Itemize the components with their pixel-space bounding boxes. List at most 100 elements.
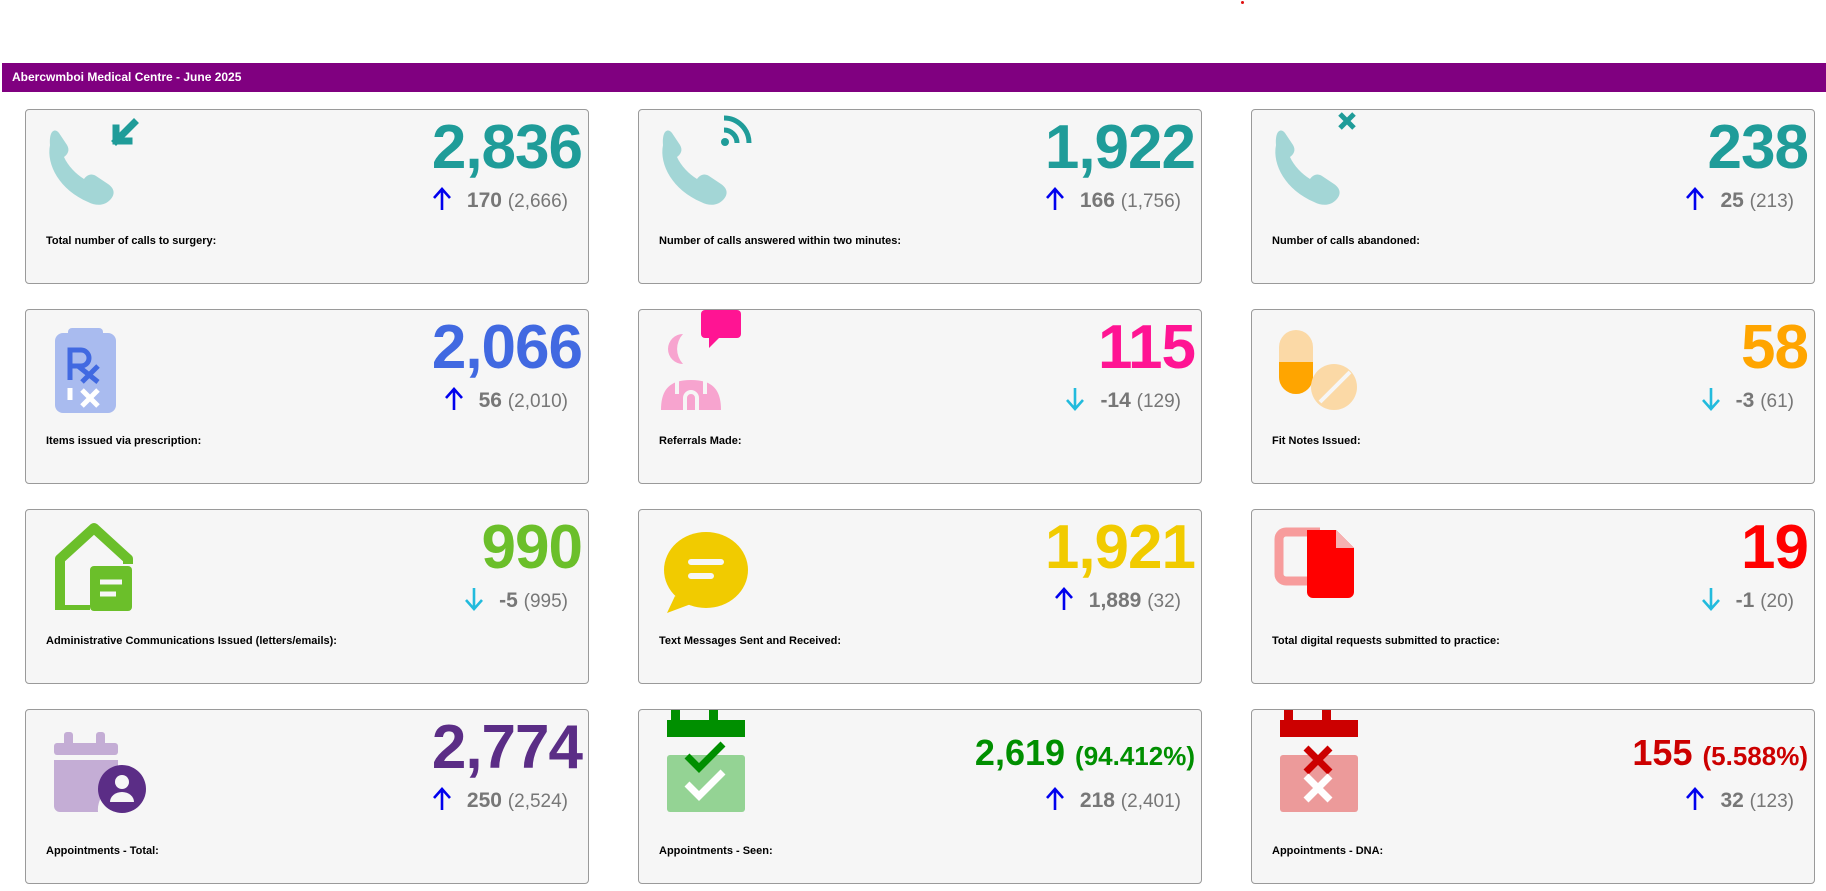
previous-value: (2,666) <box>507 191 568 212</box>
prescription-icon <box>38 310 148 425</box>
metric-value: 115 <box>1097 313 1196 382</box>
metric-change: -5 (995) <box>463 586 568 616</box>
appointments-dna-percent: (5.588%) <box>1702 741 1809 771</box>
arrow-down-icon <box>463 586 485 612</box>
metric-change: 56 (2,010) <box>443 386 568 416</box>
calendar-x-icon <box>1264 710 1374 825</box>
metric-value: 2,836 <box>431 113 583 182</box>
metric-label: Number of calls abandoned: <box>1272 235 1420 247</box>
metric-value: 1,921 <box>1044 513 1196 582</box>
arrow-up-icon <box>443 386 465 412</box>
metric-label: Appointments - Total: <box>46 845 159 857</box>
change-value: -5 <box>499 589 518 612</box>
arrow-up-icon <box>1044 786 1066 812</box>
metric-value: 2,066 <box>431 313 583 382</box>
card-calls-answered: 1,922 166 (1,756) Number of calls answer… <box>638 109 1202 284</box>
card-appointments-seen: 2,619 (94.412%) 218 (2,401) Appointments… <box>638 709 1202 884</box>
page-title: Abercwmboi Medical Centre - June 2025 <box>12 70 242 84</box>
metric-value: 19 <box>1741 513 1809 582</box>
metric-label: Total digital requests submitted to prac… <box>1272 635 1500 647</box>
metric-value: 990 <box>481 513 583 582</box>
doctor-referral-icon <box>651 310 761 425</box>
metric-value: 2,619 (94.412%) <box>975 730 1195 779</box>
change-value: 32 <box>1720 789 1744 812</box>
card-total-calls: 2,836 170 (2,666) Total number of calls … <box>25 109 589 284</box>
appointments-seen-count: 2,619 <box>974 732 1066 773</box>
phone-ringing-icon <box>651 110 761 225</box>
metric-label: Appointments - DNA: <box>1272 845 1384 857</box>
change-value: 170 <box>466 189 502 212</box>
digital-request-icon <box>1264 510 1374 625</box>
change-value: -14 <box>1100 389 1131 412</box>
metric-value: 2,774 <box>431 713 583 782</box>
metric-change: 1,889 (32) <box>1053 586 1181 616</box>
previous-value: (20) <box>1760 591 1794 612</box>
metric-value: 238 <box>1707 113 1809 182</box>
card-admin-comms: 990 -5 (995) Administrative Communicatio… <box>25 509 589 684</box>
metric-label: Number of calls answered within two minu… <box>659 235 902 247</box>
metric-change: -1 (20) <box>1700 586 1794 616</box>
calendar-check-icon <box>651 710 761 825</box>
card-appointments-total: 2,774 250 (2,524) Appointments - Total: <box>25 709 589 884</box>
metric-value: 155 (5.588%) <box>1632 730 1808 779</box>
change-value: 166 <box>1079 189 1115 212</box>
house-letter-icon <box>38 510 148 625</box>
metric-change: 32 (123) <box>1684 786 1794 816</box>
change-value: 250 <box>466 789 502 812</box>
card-prescriptions: 2,066 56 (2,010) Items issued via prescr… <box>25 309 589 484</box>
arrow-up-icon <box>1044 186 1066 212</box>
metric-label: Administrative Communications Issued (le… <box>46 635 337 647</box>
metric-label: Fit Notes Issued: <box>1272 435 1361 447</box>
marker-dot <box>1241 1 1244 4</box>
previous-value: (129) <box>1136 391 1181 412</box>
arrow-up-icon <box>1684 186 1706 212</box>
previous-value: (32) <box>1147 591 1181 612</box>
card-text-messages: 1,921 1,889 (32) Text Messages Sent and … <box>638 509 1202 684</box>
arrow-down-icon <box>1064 386 1086 412</box>
card-appointments-dna: 155 (5.588%) 32 (123) Appointments - DNA… <box>1251 709 1815 884</box>
metric-value: 58 <box>1741 313 1809 382</box>
calendar-user-icon <box>38 710 148 825</box>
metric-label: Items issued via prescription: <box>46 435 202 447</box>
previous-value: (123) <box>1749 791 1794 812</box>
metric-label: Appointments - Seen: <box>659 845 773 857</box>
previous-value: (61) <box>1760 391 1794 412</box>
phone-missed-icon <box>1264 110 1374 225</box>
card-referrals: 115 -14 (129) Referrals Made: <box>638 309 1202 484</box>
previous-value: (213) <box>1749 191 1794 212</box>
change-value: -3 <box>1735 389 1755 412</box>
previous-value: (1,756) <box>1120 191 1181 212</box>
metric-label: Text Messages Sent and Received: <box>659 635 841 647</box>
card-digital-requests: 19 -1 (20) Total digital requests submit… <box>1251 509 1815 684</box>
change-value: 25 <box>1720 189 1744 212</box>
metric-change: -14 (129) <box>1064 386 1181 416</box>
metric-label: Total number of calls to surgery: <box>46 235 217 247</box>
metric-change: -3 (61) <box>1700 386 1794 416</box>
arrow-up-icon <box>431 786 453 812</box>
change-value: 1,889 <box>1088 589 1142 612</box>
previous-value: (2,401) <box>1120 791 1181 812</box>
change-value: 56 <box>478 389 502 412</box>
appointments-seen-percent: (94.412%) <box>1075 741 1195 771</box>
metric-value: 1,922 <box>1044 113 1196 182</box>
arrow-up-icon <box>1053 586 1075 612</box>
change-value: -1 <box>1735 589 1755 612</box>
appointments-dna-count: 155 <box>1632 732 1693 773</box>
card-calls-abandoned: 238 25 (213) Number of calls abandoned: <box>1251 109 1815 284</box>
metric-change: 218 (2,401) <box>1044 786 1181 816</box>
metric-change: 170 (2,666) <box>431 186 568 216</box>
previous-value: (2,524) <box>507 791 568 812</box>
phone-incoming-icon <box>38 110 148 225</box>
change-value: 218 <box>1079 789 1115 812</box>
arrow-up-icon <box>431 186 453 212</box>
metric-label: Referrals Made: <box>659 435 742 447</box>
metric-change: 166 (1,756) <box>1044 186 1181 216</box>
pills-icon <box>1264 310 1374 425</box>
previous-value: (995) <box>523 591 568 612</box>
metric-change: 250 (2,524) <box>431 786 568 816</box>
card-fit-notes: 58 -3 (61) Fit Notes Issued: <box>1251 309 1815 484</box>
arrow-down-icon <box>1700 386 1722 412</box>
previous-value: (2,010) <box>507 391 568 412</box>
metric-change: 25 (213) <box>1684 186 1794 216</box>
header-bar: Abercwmboi Medical Centre - June 2025 <box>2 63 1826 92</box>
